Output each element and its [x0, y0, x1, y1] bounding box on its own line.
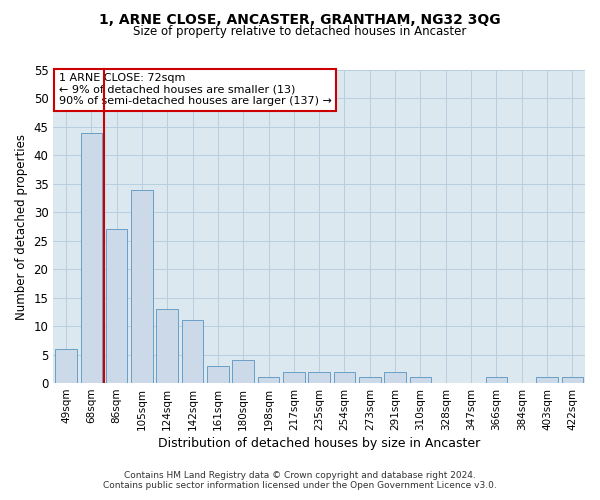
Bar [157, 309, 178, 383]
Bar [308, 372, 330, 383]
Bar [359, 378, 380, 383]
Bar [562, 378, 583, 383]
Bar [232, 360, 254, 383]
Text: 1 ARNE CLOSE: 72sqm
← 9% of detached houses are smaller (13)
90% of semi-detache: 1 ARNE CLOSE: 72sqm ← 9% of detached hou… [59, 73, 331, 106]
Bar [536, 378, 558, 383]
Y-axis label: Number of detached properties: Number of detached properties [15, 134, 28, 320]
Bar [485, 378, 507, 383]
Bar [410, 378, 431, 383]
Bar [55, 349, 77, 383]
Bar [258, 378, 279, 383]
Bar [106, 230, 127, 383]
Bar [80, 132, 102, 383]
Bar [207, 366, 229, 383]
Text: Contains HM Land Registry data © Crown copyright and database right 2024.
Contai: Contains HM Land Registry data © Crown c… [103, 470, 497, 490]
Bar [283, 372, 305, 383]
Bar [334, 372, 355, 383]
Bar [131, 190, 152, 383]
Text: Size of property relative to detached houses in Ancaster: Size of property relative to detached ho… [133, 25, 467, 38]
Text: 1, ARNE CLOSE, ANCASTER, GRANTHAM, NG32 3QG: 1, ARNE CLOSE, ANCASTER, GRANTHAM, NG32 … [99, 12, 501, 26]
Bar [182, 320, 203, 383]
X-axis label: Distribution of detached houses by size in Ancaster: Distribution of detached houses by size … [158, 437, 480, 450]
Bar [385, 372, 406, 383]
